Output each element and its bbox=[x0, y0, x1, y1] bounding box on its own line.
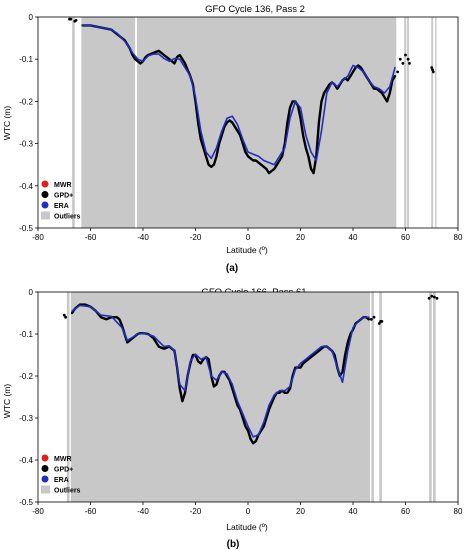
legend-swatch-outliers-b bbox=[41, 485, 50, 494]
y-tick-label-b-1: -0.1 bbox=[19, 330, 33, 339]
data-point-b-4 bbox=[377, 322, 381, 325]
y-axis-label-a: WTC (m) bbox=[2, 106, 12, 141]
data-point-a-8 bbox=[406, 57, 410, 61]
outlier-band-b-3 bbox=[379, 292, 382, 502]
data-point-a-6 bbox=[401, 62, 405, 65]
data-point-b-6 bbox=[380, 320, 384, 323]
x-tick-label-b-4: 0 bbox=[246, 507, 251, 516]
data-point-b-7 bbox=[427, 296, 431, 300]
x-tick-label-b-7: 60 bbox=[401, 507, 410, 516]
outlier-band-b-4 bbox=[429, 292, 432, 502]
x-tick-label-a-0: -80 bbox=[32, 233, 44, 242]
x-tick-label-a-5: 20 bbox=[296, 233, 305, 242]
outlier-band-a-5 bbox=[431, 17, 434, 228]
legend-marker-era-a bbox=[41, 201, 49, 209]
x-tick-label-b-5: 20 bbox=[296, 507, 305, 516]
outlier-band-a-1 bbox=[81, 17, 136, 228]
series-line-era-a bbox=[81, 24, 396, 166]
outlier-band-b-5 bbox=[433, 292, 436, 502]
y-tick-label-a-4: -0.4 bbox=[19, 182, 33, 191]
x-tick-label-b-0: -80 bbox=[32, 507, 44, 516]
y-tick-label-b-0: 0 bbox=[29, 288, 34, 297]
legend-label-era-a: ERA bbox=[54, 203, 69, 210]
outlier-band-a-4 bbox=[407, 17, 409, 228]
data-point-a-4 bbox=[396, 70, 400, 74]
x-tick-label-a-3: -20 bbox=[190, 233, 202, 242]
x-tick-label-a-4: 0 bbox=[246, 233, 251, 242]
data-point-b-0 bbox=[62, 313, 66, 317]
outlier-band-b-1 bbox=[70, 292, 371, 502]
legend-label-gpd-a: GPD+ bbox=[54, 193, 73, 200]
legend-label-mwr-a: MWR bbox=[54, 182, 72, 189]
legend-label-mwr-b: MWR bbox=[54, 456, 72, 463]
x-tick-label-b-1: -60 bbox=[85, 507, 97, 516]
data-point-b-1 bbox=[64, 315, 67, 319]
x-tick-label-b-3: -20 bbox=[190, 507, 202, 516]
data-point-a-3 bbox=[74, 18, 78, 22]
data-point-a-11 bbox=[431, 68, 434, 72]
data-point-a-12 bbox=[431, 70, 435, 74]
legend-swatch-outliers-a bbox=[41, 211, 50, 220]
legend-label-era-b: ERA bbox=[54, 477, 69, 484]
legend-marker-mwr-a bbox=[41, 180, 49, 188]
y-tick-label-b-4: -0.4 bbox=[19, 456, 33, 465]
panel-label-b: (b) bbox=[227, 539, 240, 550]
y-tick-label-b-5: -0.5 bbox=[19, 498, 33, 507]
data-point-b-9 bbox=[432, 295, 436, 299]
legend-label-outliers-b: Outliers bbox=[54, 488, 81, 495]
data-point-b-2 bbox=[369, 317, 373, 321]
x-tick-label-a-2: -40 bbox=[137, 233, 149, 242]
x-tick-label-a-7: 60 bbox=[401, 233, 410, 242]
chart-panel-a: GFO Cycle 136, Pass 2 WTC (m) Latitude (… bbox=[2, 4, 463, 274]
data-point-a-1 bbox=[69, 17, 73, 21]
chart-title-a: GFO Cycle 136, Pass 2 bbox=[205, 4, 305, 15]
legend-label-outliers-a: Outliers bbox=[54, 214, 81, 221]
x-tick-label-b-2: -40 bbox=[137, 507, 149, 516]
x-tick-label-b-8: 80 bbox=[454, 507, 463, 516]
x-tick-label-a-1: -60 bbox=[85, 233, 97, 242]
x-tick-label-a-6: 40 bbox=[349, 233, 358, 242]
data-point-a-7 bbox=[404, 53, 407, 57]
x-tick-label-a-8: 80 bbox=[454, 233, 463, 242]
y-tick-label-a-5: -0.5 bbox=[19, 224, 33, 233]
data-point-b-10 bbox=[435, 296, 439, 300]
data-point-a-9 bbox=[408, 62, 411, 65]
panel-label-a: (a) bbox=[226, 263, 238, 274]
y-tick-label-b-3: -0.3 bbox=[19, 414, 33, 423]
legend-marker-gpd-a bbox=[41, 191, 49, 198]
series-line-gpd-a bbox=[81, 24, 397, 175]
data-point-a-10 bbox=[430, 66, 434, 70]
legend-marker-era-b bbox=[41, 475, 49, 483]
outlier-band-a-0 bbox=[72, 17, 75, 228]
legend-marker-gpd-b bbox=[41, 465, 49, 472]
data-point-b-8 bbox=[430, 294, 434, 298]
x-tick-label-b-6: 40 bbox=[349, 507, 358, 516]
outlier-band-a-3 bbox=[404, 17, 407, 228]
legend-marker-mwr-b bbox=[41, 454, 49, 462]
x-axis-label-a: Latitude (º) bbox=[226, 245, 268, 255]
y-tick-label-b-2: -0.2 bbox=[19, 372, 33, 381]
y-tick-label-a-2: -0.2 bbox=[19, 97, 33, 106]
y-axis-label-b: WTC (m) bbox=[2, 384, 12, 419]
data-point-b-3 bbox=[372, 315, 376, 319]
data-point-a-5 bbox=[398, 57, 402, 61]
y-tick-label-a-0: 0 bbox=[29, 13, 34, 22]
outlier-band-b-0 bbox=[66, 292, 70, 502]
chart-panel-b: GFO Cycle 166, Pass 61 WTC (m) Latitude … bbox=[2, 287, 463, 550]
legend-label-gpd-b: GPD+ bbox=[54, 467, 73, 474]
y-tick-label-a-1: -0.1 bbox=[19, 55, 33, 64]
outlier-band-a-2 bbox=[136, 17, 397, 228]
outlier-band-b-2 bbox=[371, 292, 374, 502]
y-tick-label-a-3: -0.3 bbox=[19, 140, 33, 149]
outlier-band-a-6 bbox=[435, 17, 437, 228]
x-axis-label-b: Latitude (º) bbox=[226, 522, 268, 532]
series-line-era-b bbox=[71, 304, 370, 438]
